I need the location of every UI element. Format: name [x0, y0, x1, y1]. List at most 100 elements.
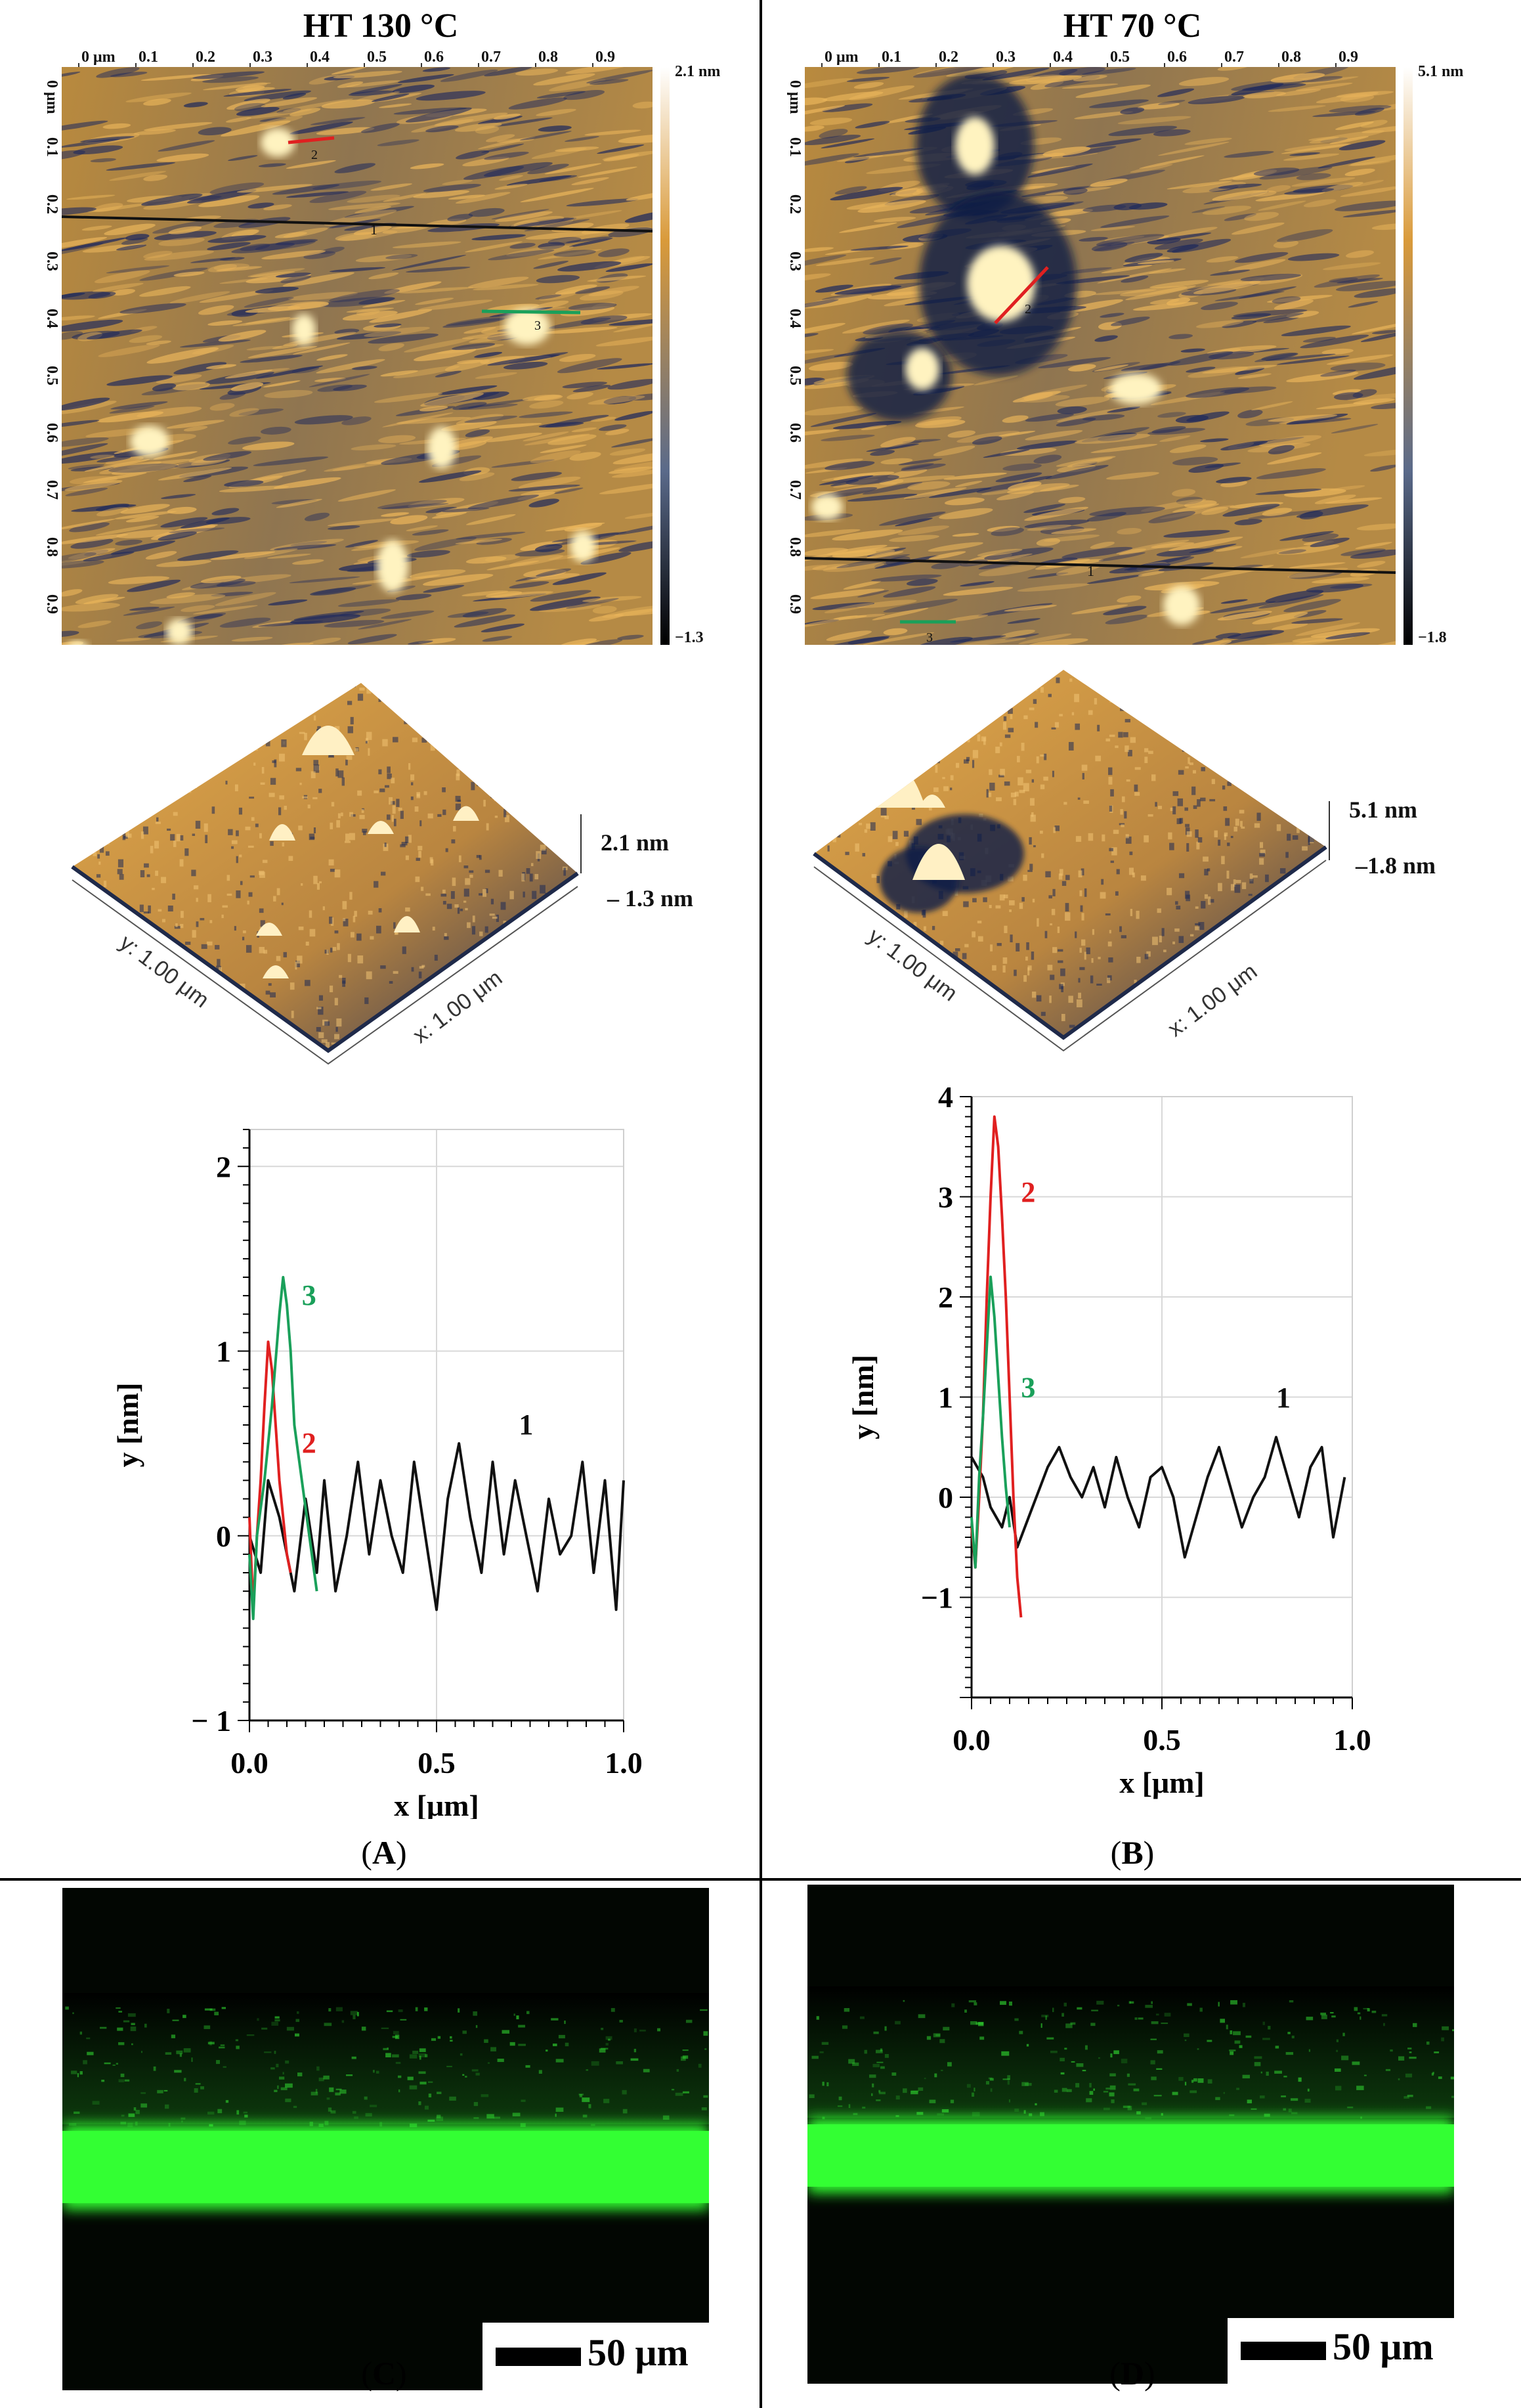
afm-texture-streak	[1088, 99, 1149, 108]
micrograph-speckle	[1126, 2073, 1130, 2077]
afm-3d-grain	[1320, 1003, 1326, 1012]
micrograph-speckle	[1113, 2050, 1119, 2055]
micrograph-speckle	[120, 2073, 125, 2078]
afm-texture-streak	[275, 273, 311, 278]
afm-texture-streak	[870, 450, 895, 456]
afm-2d-texture	[805, 67, 1396, 645]
micrograph-speckle	[555, 2113, 557, 2117]
micrograph-speckle	[140, 2092, 146, 2094]
afm-3d-grain	[429, 857, 433, 864]
afm-3d-grain	[133, 683, 139, 688]
afm-texture-streak	[200, 575, 242, 584]
afm-3d-grain	[933, 753, 938, 762]
afm-texture-streak	[461, 590, 509, 597]
micrograph-speckle	[1082, 2069, 1086, 2072]
afm-texture-streak	[943, 586, 1014, 596]
afm-texture-streak	[499, 175, 524, 181]
micrograph-speckle	[1230, 2051, 1234, 2055]
afm-texture-streak	[364, 326, 430, 338]
afm-texture-streak	[914, 419, 966, 428]
micrograph-speckle	[895, 2095, 900, 2100]
afm-3d-grain	[1149, 686, 1153, 690]
afm-3d-grain	[814, 808, 819, 814]
afm-3d-grain	[1115, 891, 1119, 896]
afm-texture-streak	[309, 637, 341, 645]
afm-3d-grain	[842, 1034, 847, 1038]
afm-3d-grain	[934, 757, 940, 764]
afm-3d-grain	[944, 691, 949, 694]
afm-3d-grain	[164, 703, 168, 712]
afm-3d-grain	[455, 795, 461, 802]
afm-3d-grain	[75, 907, 81, 915]
afm-3d-grain	[1296, 923, 1302, 932]
afm-3d-grain	[1155, 700, 1160, 708]
afm-texture-streak	[821, 138, 875, 148]
micrograph-speckle	[179, 2053, 182, 2057]
afm-texture-streak	[219, 617, 271, 628]
afm-texture-streak	[223, 574, 291, 584]
afm-3d-grain	[458, 685, 463, 691]
afm-3d-grain	[1320, 802, 1325, 808]
afm-3d-grain	[901, 715, 907, 720]
afm-texture-streak	[319, 246, 345, 254]
afm-texture-streak	[563, 90, 605, 100]
afm-3d-grain	[247, 1039, 251, 1047]
afm-texture-streak	[416, 91, 486, 101]
afm-3d-grain	[83, 1051, 88, 1059]
afm-texture-streak	[1312, 577, 1370, 584]
afm-3d-grain	[140, 870, 145, 878]
afm-3d-grain	[1295, 960, 1300, 965]
afm-3d-grain	[880, 815, 886, 818]
afm-3d-grain	[977, 710, 981, 718]
afm-texture-streak	[838, 222, 897, 233]
afm-3d-grain	[509, 890, 514, 900]
afm-3d-grain	[838, 968, 842, 974]
afm-3d-grain	[1092, 929, 1095, 935]
afm-texture-streak	[211, 508, 240, 515]
micrograph-speckle	[244, 2114, 248, 2118]
afm-texture-streak	[853, 148, 924, 158]
afm-3d-grain	[1230, 835, 1233, 839]
afm-texture-streak	[62, 559, 104, 569]
afm-3d-grain	[334, 930, 339, 934]
afm-texture-streak	[1125, 253, 1163, 263]
afm-3d-grain	[304, 732, 307, 741]
micrograph-speckle	[1007, 2075, 1011, 2080]
afm-3d-grain	[150, 846, 154, 854]
afm-texture-streak	[1193, 280, 1261, 294]
afm-3d-grain	[528, 789, 534, 795]
y-tick-label: 0.2	[786, 194, 803, 214]
afm-texture-streak	[575, 286, 611, 294]
afm-texture-streak	[230, 382, 264, 391]
afm-3d-grain	[1249, 873, 1253, 881]
afm-texture-streak	[62, 319, 123, 332]
afm-3d-grain	[1218, 883, 1222, 892]
micrograph-speckle	[1151, 2076, 1157, 2080]
micrograph-speckle	[1142, 2102, 1147, 2105]
afm-texture-streak	[565, 236, 613, 243]
micrograph-speckle	[419, 2048, 426, 2052]
afm-texture-streak	[64, 480, 123, 491]
afm-3d-grain	[314, 1047, 316, 1051]
afm-3d-grain	[109, 1009, 114, 1016]
afm-3d-grain	[972, 931, 975, 938]
micrograph-speckle	[1330, 2012, 1334, 2014]
micrograph-speckle	[974, 2002, 977, 2005]
afm-3d-grain	[904, 910, 908, 918]
afm-3d-grain	[916, 819, 922, 825]
afm-3d-grain	[958, 726, 964, 730]
micrograph-speckle	[395, 2061, 401, 2065]
afm-3d-grain	[1048, 670, 1052, 675]
afm-3d-grain	[817, 709, 823, 712]
afm-texture-streak	[288, 292, 358, 301]
micrograph-speckle	[1360, 2116, 1362, 2119]
afm-3d-grain	[532, 1013, 536, 1020]
afm-texture-streak	[530, 300, 569, 310]
afm-3d-grain	[1294, 1003, 1298, 1009]
afm-3d-grain	[836, 897, 841, 904]
afm-texture-streak	[1268, 105, 1326, 112]
afm-texture-streak	[348, 90, 395, 97]
afm-texture-streak	[1277, 355, 1350, 365]
afm-3d-grain	[802, 709, 805, 716]
afm-3d-grain	[1147, 814, 1153, 817]
